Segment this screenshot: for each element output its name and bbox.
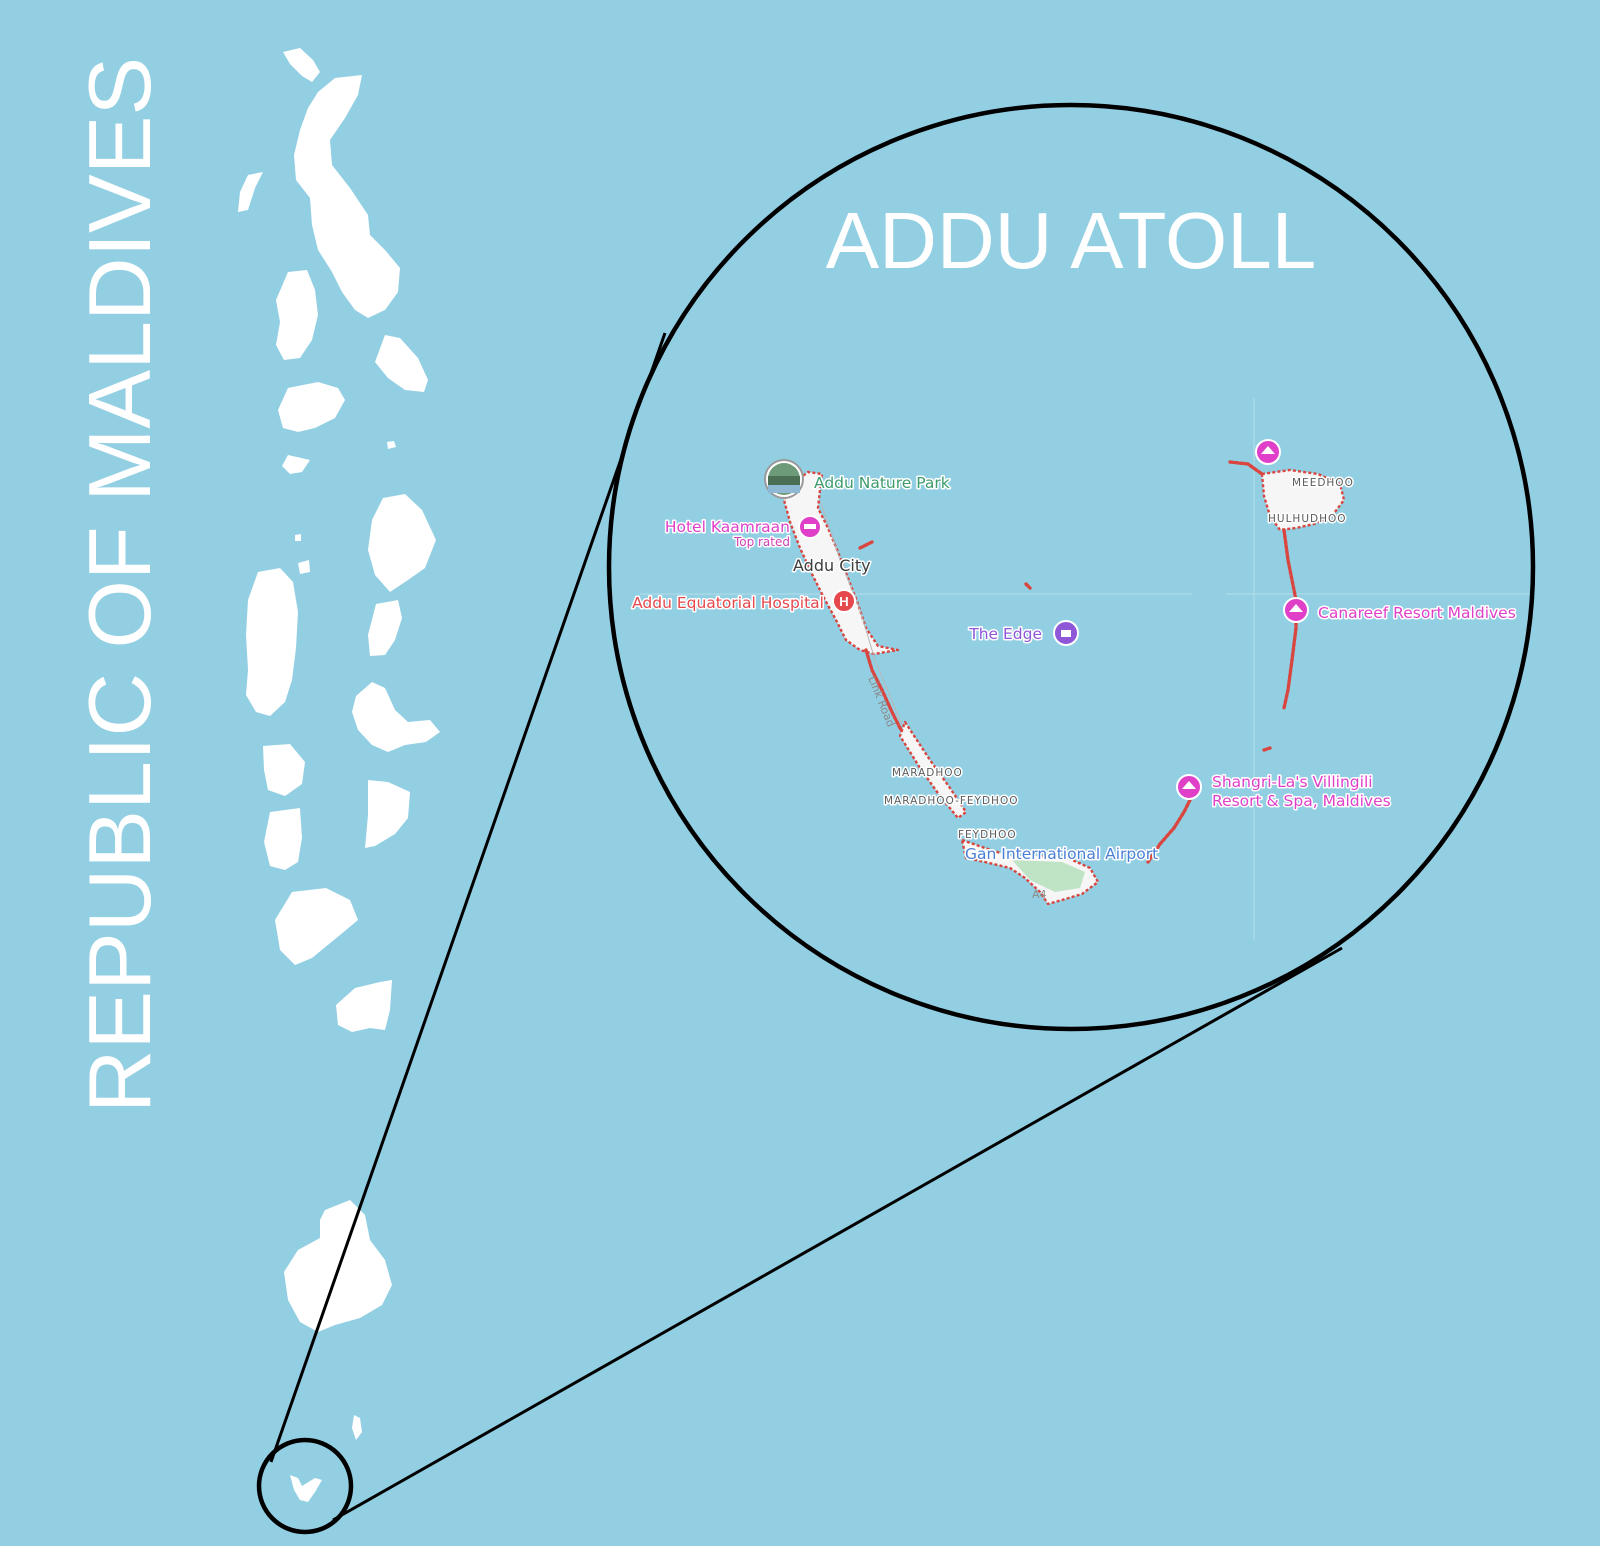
zoom-connector bbox=[256, 332, 1343, 1535]
poi-the-edge[interactable]: The Edge bbox=[967, 620, 1079, 646]
poi-addu-nature-park[interactable]: Addu Nature Park bbox=[764, 459, 951, 499]
reef-villingili bbox=[1146, 798, 1192, 864]
island-dot-3 bbox=[298, 560, 310, 574]
zoom-source-circle bbox=[256, 1437, 354, 1535]
island-north-1 bbox=[283, 48, 320, 82]
gan-runway bbox=[1012, 860, 1085, 892]
poi-hotel-kaamraan[interactable]: Hotel Kaamraan Top rated bbox=[663, 515, 822, 551]
island-west-4 bbox=[282, 455, 310, 474]
island-dot-2 bbox=[295, 534, 301, 541]
island-feydhoo-label: FEYDHOO bbox=[958, 829, 1017, 841]
maldives-islands bbox=[238, 48, 440, 1502]
island-maradhoo bbox=[898, 720, 968, 820]
poi-hospital-label: Addu Equatorial Hospital bbox=[632, 594, 824, 612]
island-east-6 bbox=[336, 980, 392, 1032]
island-meedhoo bbox=[1260, 468, 1346, 532]
svg-text:H: H bbox=[839, 594, 848, 609]
island-west-8 bbox=[275, 888, 358, 965]
island-hulhudhoo-label: HULHUDHOO bbox=[1268, 513, 1347, 525]
hospital-h-icon bbox=[832, 589, 856, 613]
island-fuvahmulah bbox=[352, 1415, 362, 1440]
poi-canareef-label: Canareef Resort Maldives bbox=[1318, 604, 1516, 622]
island-north-2 bbox=[294, 75, 400, 318]
reef-east-arm bbox=[1282, 528, 1298, 710]
atoll-title: ADDU ATOLL bbox=[826, 196, 1317, 285]
island-dot-1 bbox=[387, 441, 396, 449]
zoom-detail-circle bbox=[606, 102, 1536, 1032]
island-west-7 bbox=[264, 808, 302, 870]
island-east-1 bbox=[375, 335, 428, 392]
island-west-6 bbox=[263, 744, 305, 796]
island-west-5 bbox=[246, 568, 298, 716]
country-label: REPUBLIC OF MALDIVES bbox=[70, 57, 169, 1113]
road-shield-label: A4 bbox=[1032, 888, 1047, 901]
island-maradhoo-feydhoo-label: MARADHOO-FEYDHOO bbox=[884, 795, 1018, 807]
poi-park-label: Addu Nature Park bbox=[814, 474, 950, 492]
poi-shangri-label-1: Shangri-La's Villingili bbox=[1212, 773, 1373, 791]
city-label[interactable]: Addu City bbox=[792, 555, 873, 577]
island-west-1 bbox=[238, 172, 263, 212]
zoom-circle-fill bbox=[607, 103, 1535, 1031]
map-tile-seams bbox=[640, 398, 1530, 940]
poi-meedhoo-resort[interactable] bbox=[1255, 439, 1281, 465]
island-maradhoo-label: MARADHOO bbox=[892, 767, 963, 779]
island-east-2 bbox=[368, 494, 436, 592]
poi-hotel-badge: Top rated bbox=[733, 535, 790, 549]
reef-east-tip bbox=[1262, 746, 1272, 752]
island-addu-small bbox=[290, 1475, 322, 1502]
zoom-line-top bbox=[269, 332, 667, 1463]
poi-hotel-label: Hotel Kaamraan bbox=[665, 518, 790, 536]
poi-shangri-la[interactable]: Shangri-La's Villingili Resort & Spa, Ma… bbox=[1176, 772, 1392, 812]
poi-edge-label: The Edge bbox=[968, 625, 1042, 643]
island-east-3 bbox=[368, 600, 402, 656]
island-meedhoo-label: MEEDHOO bbox=[1292, 477, 1354, 489]
zoom-line-bottom bbox=[332, 946, 1343, 1522]
island-east-4 bbox=[352, 682, 440, 752]
poi-canareef[interactable]: Canareef Resort Maldives bbox=[1283, 597, 1517, 624]
reef-meedhoo-west bbox=[1228, 460, 1264, 476]
reef-hithadhoo-north bbox=[858, 540, 874, 550]
island-west-3 bbox=[278, 382, 345, 432]
poi-airport-label[interactable]: Gan International Airport bbox=[964, 844, 1160, 865]
island-east-5 bbox=[365, 780, 410, 848]
poi-addu-equatorial-hospital[interactable]: H Addu Equatorial Hospital bbox=[631, 589, 856, 614]
poi-shangri-label-2: Resort & Spa, Maldives bbox=[1212, 792, 1391, 810]
reef-center-dot bbox=[1024, 582, 1032, 590]
island-west-2 bbox=[276, 270, 318, 360]
